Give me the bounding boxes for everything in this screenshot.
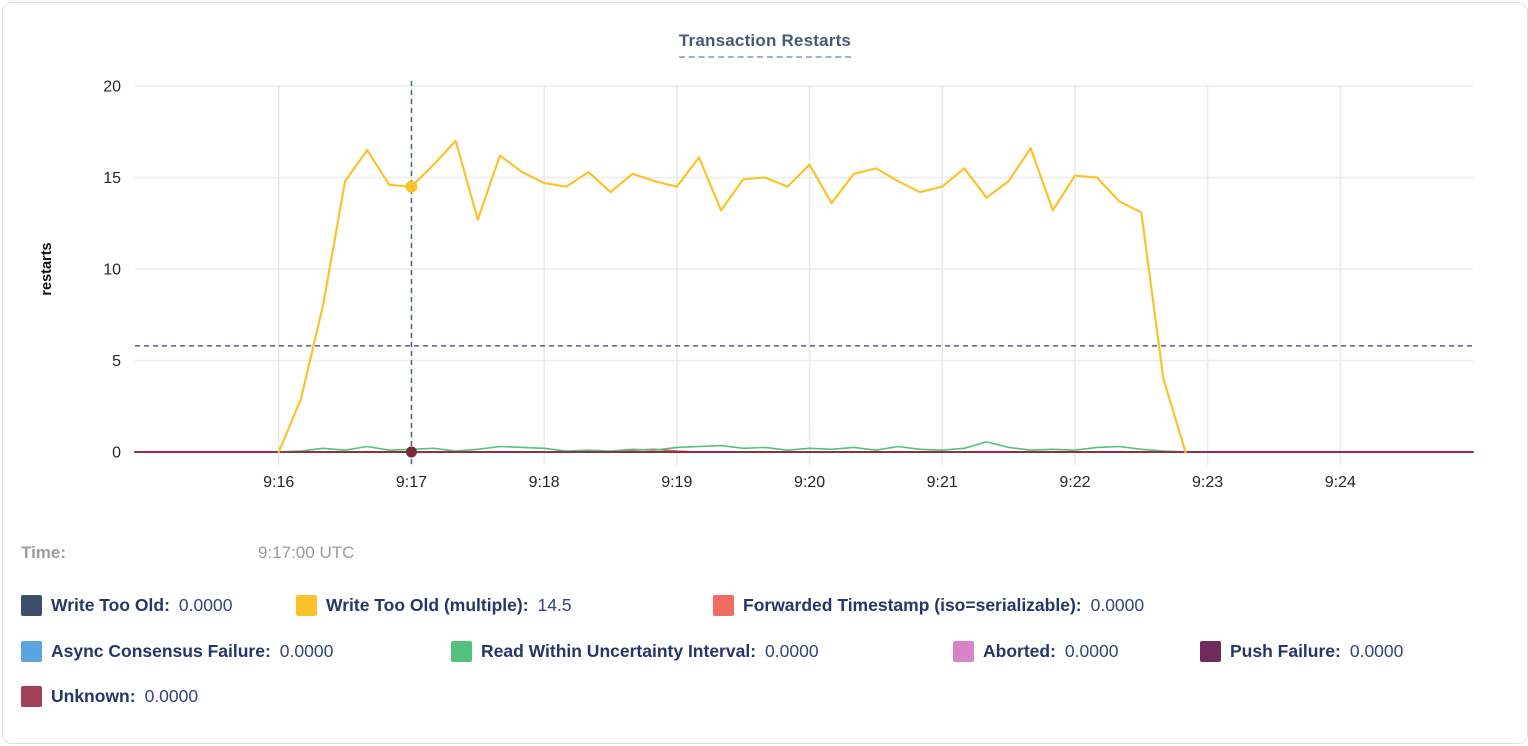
legend-swatch (21, 594, 42, 616)
legend-value: 0.0000 (178, 594, 233, 615)
legend-item-write-too-old[interactable]: Write Too Old: 0.0000 (21, 593, 232, 617)
series-line-read-within-uncertainty-interval (277, 441, 1187, 453)
x-tick-label: 9:18 (529, 474, 560, 491)
y-tick-label: 20 (103, 79, 121, 96)
legend-label: Unknown: (51, 685, 136, 706)
legend-row-2: Async Consensus Failure: 0.0000 Read Wit… (3, 639, 1527, 665)
legend-swatch (451, 640, 472, 662)
x-tick-label: 9:23 (1192, 474, 1223, 491)
legend-value: 14.5 (537, 594, 572, 615)
legend-label: Aborted: (983, 640, 1056, 661)
legend-row-3: Unknown: 0.0000 (3, 684, 1527, 710)
legend-swatch (296, 594, 317, 616)
legend-label: Async Consensus Failure: (51, 640, 271, 661)
legend-swatch (713, 594, 734, 616)
legend-label: Forwarded Timestamp (iso=serializable): (743, 594, 1082, 615)
x-tick-label: 9:19 (661, 474, 692, 491)
legend-swatch (21, 640, 42, 662)
legend-item-aborted[interactable]: Aborted: 0.0000 (953, 639, 1118, 663)
y-tick-label: 5 (112, 353, 121, 370)
x-tick-label: 9:20 (794, 474, 825, 491)
legend-value: 0.0000 (1349, 640, 1404, 661)
x-tick-label: 9:17 (396, 474, 427, 491)
legend-value: 0.0000 (1064, 640, 1119, 661)
legend-item-push-failure[interactable]: Push Failure: 0.0000 (1200, 639, 1403, 663)
legend-item-unknown[interactable]: Unknown: 0.0000 (21, 684, 198, 708)
hover-time-readout: Time: 9:17:00 UTC (3, 543, 1527, 567)
hover-point-write-too-old-multiple- (405, 180, 418, 193)
legend-label: Write Too Old (multiple): (326, 594, 529, 615)
time-value: 9:17:00 UTC (258, 543, 355, 562)
legend-label: Write Too Old: (51, 594, 170, 615)
legend-value: 0.0000 (765, 640, 819, 661)
chart-title[interactable]: Transaction Restarts (678, 31, 852, 58)
legend-item-write-too-old-multiple[interactable]: Write Too Old (multiple): 14.5 (296, 593, 572, 617)
legend-swatch (1200, 640, 1221, 662)
chart-header: Transaction Restarts (3, 31, 1527, 58)
transaction-restarts-chart[interactable]: 0 5 10 15 20 9:16 9:17 9:18 9:19 9:20 9:21 9:22 9:23… (3, 3, 1527, 523)
x-tick-label: 9:24 (1325, 474, 1356, 491)
hover-point-unknown (405, 446, 417, 458)
legend-row-1: Write Too Old: 0.0000 Write Too Old (mul… (3, 593, 1527, 619)
y-tick-label: 10 (103, 262, 121, 279)
legend-value: 0.0000 (279, 640, 334, 661)
legend-label: Read Within Uncertainty Interval: (481, 640, 757, 661)
x-tick-label: 9:22 (1059, 474, 1090, 491)
legend-item-read-within-uncertainty[interactable]: Read Within Uncertainty Interval: 0.0000 (451, 639, 819, 663)
x-tick-label: 9:21 (927, 474, 958, 491)
legend-swatch (21, 685, 42, 707)
time-label: Time: (21, 543, 67, 562)
y-tick-label: 15 (103, 170, 121, 187)
y-tick-label: 0 (112, 445, 121, 462)
legend-swatch (953, 640, 974, 662)
legend-label: Push Failure: (1230, 640, 1341, 661)
legend-value: 0.0000 (1090, 594, 1145, 615)
legend-item-async-consensus-failure[interactable]: Async Consensus Failure: 0.0000 (21, 639, 333, 663)
legend-item-forwarded-timestamp[interactable]: Forwarded Timestamp (iso=serializable): … (713, 593, 1144, 617)
legend-value: 0.0000 (144, 685, 199, 706)
y-axis-label: restarts (39, 242, 55, 295)
x-tick-label: 9:16 (263, 474, 294, 491)
series-line-write-too-old-multiple- (277, 139, 1187, 454)
